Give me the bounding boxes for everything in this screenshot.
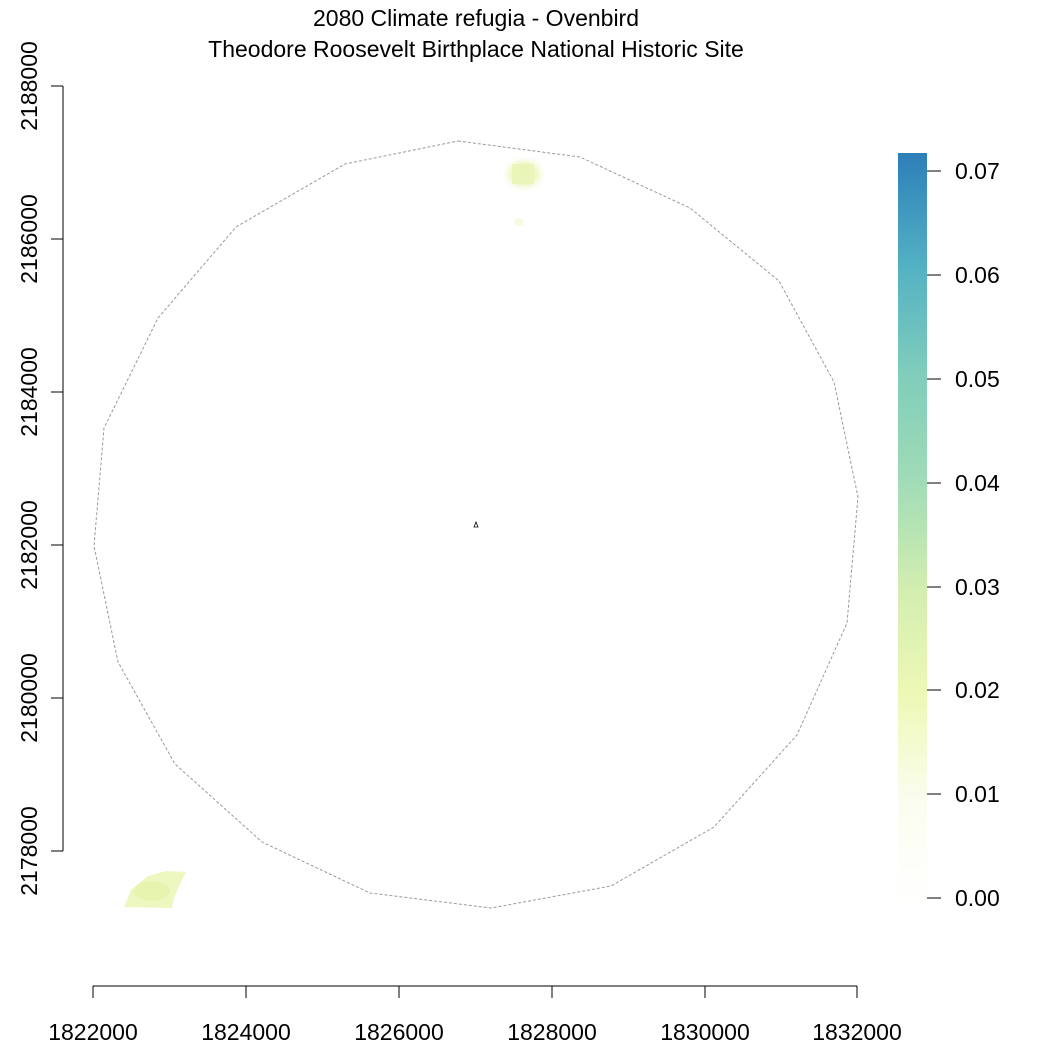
y-tick-label: 2180000 [16,653,42,743]
legend-tick-label: 0.00 [955,885,1000,911]
legend-tick-label: 0.01 [955,781,1000,807]
color-legend: 0.00 0.01 0.02 0.03 0.04 0.05 0.06 0.07 [898,153,1000,911]
x-axis: 1822000 1824000 1826000 1828000 1830000 … [48,985,902,1045]
x-tick-label: 1822000 [48,1019,138,1045]
x-tick-label: 1828000 [507,1019,597,1045]
y-axis: 2178000 2180000 2182000 2184000 2186000 … [16,41,64,896]
y-tick-label: 2188000 [16,41,42,131]
legend-tick-label: 0.03 [955,574,1000,600]
x-tick-label: 1824000 [201,1019,291,1045]
x-tick-label: 1826000 [354,1019,444,1045]
map-title: 2080 Climate refugia - Ovenbird [313,5,639,31]
park-location-marker [473,520,479,528]
y-tick-label: 2178000 [16,806,42,896]
habitat-patch-southwest-core [134,881,170,901]
x-tick-label: 1832000 [812,1019,902,1045]
legend-tick-label: 0.05 [955,366,1000,392]
map-subtitle: Theodore Roosevelt Birthplace National H… [208,36,744,62]
habitat-patch-north-core [512,164,534,184]
y-tick-label: 2184000 [16,347,42,437]
legend-tick-label: 0.07 [955,158,1000,184]
legend-tick-label: 0.02 [955,677,1000,703]
legend-tick-label: 0.04 [955,470,1000,496]
legend-color-bar [898,153,927,908]
habitat-patch-north-fringe [514,218,524,226]
x-tick-label: 1830000 [660,1019,750,1045]
legend-tick-label: 0.06 [955,262,1000,288]
y-tick-label: 2186000 [16,194,42,284]
park-boundary [93,140,859,909]
habitat-patches [124,156,546,908]
y-tick-label: 2182000 [16,500,42,590]
